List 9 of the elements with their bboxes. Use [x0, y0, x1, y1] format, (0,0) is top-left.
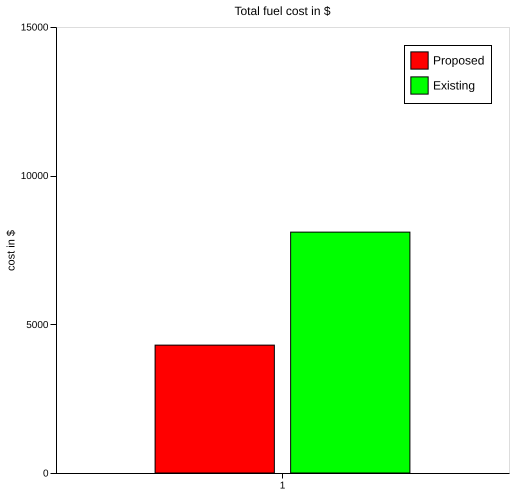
x-tick-label: 1 — [280, 480, 286, 492]
y-axis-title: cost in $ — [6, 230, 18, 271]
y-tick-label: 10000 — [20, 171, 49, 182]
y-tick-label: 15000 — [20, 22, 49, 34]
y-tick-label: 0 — [42, 468, 49, 480]
y-tick-label: 5000 — [26, 320, 49, 331]
legend-label: Existing — [433, 78, 476, 92]
chart-title: Total fuel cost in $ — [234, 4, 331, 18]
legend-label: Proposed — [433, 54, 484, 68]
